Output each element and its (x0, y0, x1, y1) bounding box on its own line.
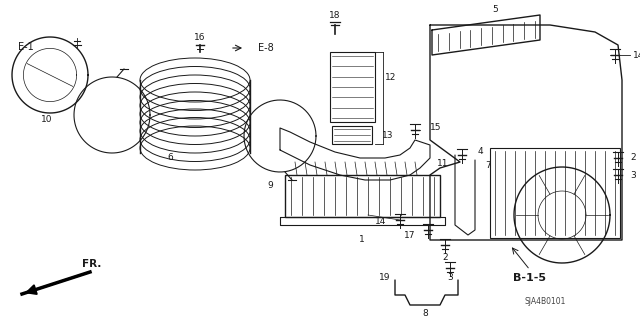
Text: 6: 6 (167, 153, 173, 162)
Text: 7: 7 (485, 160, 491, 169)
Text: 1: 1 (359, 234, 365, 243)
Text: FR.: FR. (82, 259, 101, 269)
Text: 8: 8 (422, 308, 428, 317)
Text: 14: 14 (374, 218, 386, 226)
Text: 2: 2 (442, 254, 448, 263)
Bar (285, 175, 440, 217)
Text: 3: 3 (630, 170, 636, 180)
Text: B-1-5: B-1-5 (513, 273, 547, 283)
Text: 17: 17 (403, 231, 415, 240)
Text: E-1: E-1 (18, 42, 34, 52)
Text: 14: 14 (633, 50, 640, 60)
Text: 16: 16 (195, 33, 205, 41)
Text: 18: 18 (329, 11, 340, 19)
Text: 15: 15 (430, 123, 442, 132)
Text: 3: 3 (447, 273, 453, 283)
Text: E-8: E-8 (258, 43, 274, 53)
Text: SJA4B0101: SJA4B0101 (524, 298, 566, 307)
Text: 10: 10 (41, 115, 52, 124)
Bar (330, 52, 375, 122)
Text: 5: 5 (492, 5, 498, 14)
Text: 2: 2 (630, 153, 636, 162)
Text: 13: 13 (382, 130, 394, 139)
Bar (490, 148, 620, 238)
Bar (332, 126, 372, 144)
Text: 12: 12 (385, 72, 396, 81)
Text: 11: 11 (436, 159, 448, 167)
Text: 19: 19 (378, 273, 390, 283)
Text: 9: 9 (267, 181, 273, 189)
Text: 4: 4 (478, 147, 484, 157)
